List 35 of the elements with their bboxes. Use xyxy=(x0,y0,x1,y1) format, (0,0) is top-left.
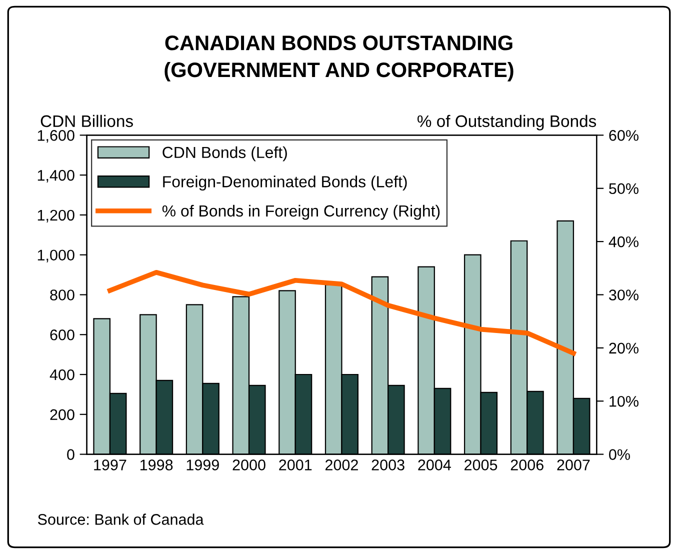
y2-axis-title: % of Outstanding Bonds xyxy=(418,114,596,130)
source-note: Source: Bank of Canada xyxy=(38,514,204,525)
y2-tick-label: 30% xyxy=(609,290,638,300)
x-tick-label: 2006 xyxy=(510,460,544,470)
legend-label: CDN Bonds (Left) xyxy=(162,146,287,162)
y-axis-title: CDN Billions xyxy=(40,114,133,128)
y2-tick-label: 50% xyxy=(609,183,638,194)
x-tick-label: 2007 xyxy=(557,460,590,470)
x-tick-label: 2002 xyxy=(325,460,358,470)
x-tick-label: 2005 xyxy=(464,460,498,470)
line-series xyxy=(108,270,576,356)
y-tick-label: 1,200 xyxy=(38,210,74,222)
x-tick-label: 1999 xyxy=(186,460,219,470)
x-tick-label: 2003 xyxy=(372,460,404,470)
legend-label: % of Bonds in Foreign Currency (Right) xyxy=(162,204,440,220)
y-tick-label: 1,000 xyxy=(38,250,74,262)
x-tick-label: 2000 xyxy=(232,460,266,470)
y2-tick-label: 60% xyxy=(609,130,638,141)
y2-tick-label: 0% xyxy=(609,449,630,460)
x-tick-label: 2001 xyxy=(279,460,312,470)
y-tick-label: 600 xyxy=(50,329,74,340)
x-tick-label: 1998 xyxy=(140,460,173,470)
x-tick-label: 2004 xyxy=(418,460,451,470)
y-tick-label: 1,400 xyxy=(38,170,74,183)
y2-tick-label: 40% xyxy=(608,236,638,248)
y-tick-label: 200 xyxy=(50,409,74,420)
x-tick-label: 1997 xyxy=(94,460,126,470)
y-tick-label: 0 xyxy=(67,449,74,460)
chart-title: CANADIAN BONDS OUTSTANDING (GOVERNMENT AND CORPORATE) xyxy=(164,36,514,82)
y-tick-label: 400 xyxy=(50,369,74,380)
y-tick-label: 1,600 xyxy=(38,130,74,143)
y2-tick-label: 20% xyxy=(609,342,638,354)
y-tick-label: 800 xyxy=(50,290,74,300)
legend-label: Foreign-Denominated Bonds (Left) xyxy=(163,176,407,191)
y2-tick-label: 10% xyxy=(610,396,638,407)
